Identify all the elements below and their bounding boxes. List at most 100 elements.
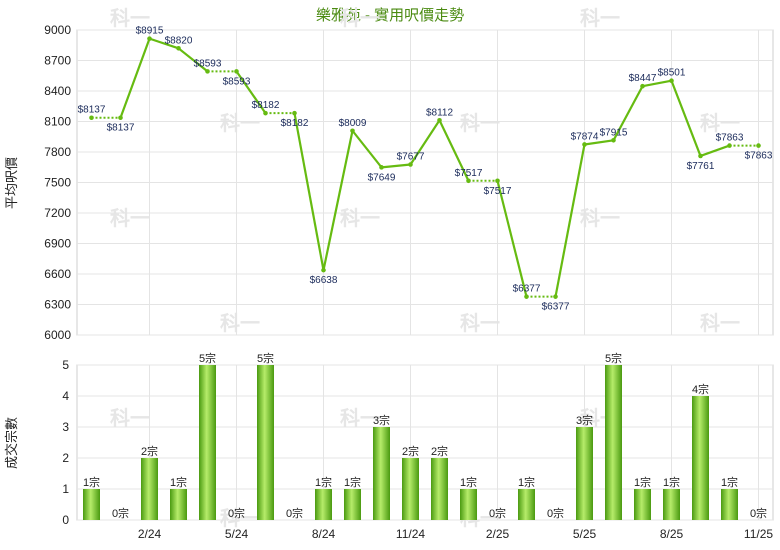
bar-value-label: 0宗 bbox=[228, 506, 245, 520]
bar-value-label: 0宗 bbox=[547, 506, 564, 520]
price-point bbox=[147, 36, 152, 41]
price-line-segment bbox=[612, 85, 644, 141]
price-line-segment bbox=[670, 80, 702, 157]
bar-value-label: 5宗 bbox=[199, 351, 216, 365]
price-point bbox=[756, 143, 761, 148]
price-value-label: $8501 bbox=[658, 68, 686, 79]
count-bar bbox=[344, 489, 361, 520]
price-line-segment bbox=[351, 130, 383, 169]
count-bar bbox=[576, 427, 593, 520]
watermark-text: 科一 bbox=[460, 311, 500, 335]
watermark-text: 科一 bbox=[460, 111, 500, 135]
price-value-label: $8182 bbox=[252, 100, 280, 111]
price-line-segment bbox=[554, 144, 586, 297]
price-value-label: $7863 bbox=[745, 151, 773, 162]
price-line-segment bbox=[700, 144, 730, 158]
watermark-text: 科一 bbox=[340, 206, 380, 230]
price-value-label: $6638 bbox=[310, 275, 338, 286]
price-line-segment bbox=[409, 119, 441, 166]
price-point bbox=[408, 162, 413, 167]
bar-value-label: 2宗 bbox=[431, 444, 448, 458]
price-value-label: $8447 bbox=[629, 73, 657, 84]
price-line-segment bbox=[381, 163, 411, 169]
line-ylabel: 平均呎價 bbox=[4, 157, 19, 209]
count-bar bbox=[83, 489, 100, 520]
bar-value-label: 1宗 bbox=[663, 475, 680, 489]
price-value-label: $8182 bbox=[281, 118, 309, 129]
price-value-label: $7761 bbox=[687, 161, 715, 172]
price-point bbox=[118, 115, 123, 121]
bar-value-label: 5宗 bbox=[605, 351, 622, 365]
price-point bbox=[437, 117, 442, 123]
bar-value-label: 1宗 bbox=[518, 475, 535, 489]
chart-title: 樂雅苑 - 實用呎價走勢 bbox=[316, 6, 464, 24]
count-bar bbox=[373, 427, 390, 520]
watermark-text: 科一 bbox=[220, 111, 260, 135]
bar-value-label: 2宗 bbox=[402, 444, 419, 458]
price-line-segment bbox=[584, 139, 614, 146]
price-value-label: $7915 bbox=[600, 127, 628, 138]
price-line-segment bbox=[322, 130, 354, 271]
x-tick-label: 11/24 bbox=[396, 527, 425, 541]
line-y-tick-label: 8100 bbox=[44, 115, 71, 129]
price-line-segment bbox=[438, 119, 470, 182]
line-y-tick-label: 6000 bbox=[44, 328, 71, 342]
line-y-tick-label: 6300 bbox=[44, 298, 71, 312]
count-bar bbox=[518, 489, 535, 520]
bar-value-label: 1宗 bbox=[83, 475, 100, 489]
count-bar bbox=[692, 396, 709, 520]
price-point bbox=[553, 294, 558, 299]
label-layer: 6000 6300 6600 6900 7200 7500 7800 8100 8400 8700… bbox=[44, 23, 773, 541]
price-value-label: $7677 bbox=[397, 152, 425, 163]
price-point bbox=[466, 178, 471, 184]
price-value-label: $6377 bbox=[542, 302, 570, 313]
bar-value-label: 1宗 bbox=[634, 475, 651, 489]
line-y-tick-label: 7800 bbox=[44, 145, 71, 159]
bar-ylabel: 成交宗數 bbox=[4, 417, 19, 469]
price-line-segment bbox=[177, 47, 209, 73]
bar-value-label: 0宗 bbox=[489, 506, 506, 520]
line-y-tick-label: 6600 bbox=[44, 267, 71, 281]
bar-value-label: 1宗 bbox=[344, 475, 361, 489]
bar-value-label: 3宗 bbox=[576, 413, 593, 427]
price-point bbox=[321, 267, 326, 273]
price-point bbox=[379, 165, 384, 170]
price-point bbox=[611, 138, 616, 143]
bar-y-tick-label: 4 bbox=[62, 389, 69, 403]
bar-y-tick-label: 1 bbox=[62, 482, 69, 496]
count-bar bbox=[431, 458, 448, 520]
price-value-label: $7517 bbox=[484, 186, 512, 197]
x-tick-label: 5/25 bbox=[573, 527, 597, 541]
count-bar bbox=[605, 365, 622, 520]
price-value-label: $7517 bbox=[455, 168, 483, 179]
count-bar bbox=[663, 489, 680, 520]
count-bar bbox=[460, 489, 477, 520]
bar-y-tick-label: 2 bbox=[62, 451, 69, 465]
bar-value-label: 0宗 bbox=[750, 506, 767, 520]
bar-value-label: 0宗 bbox=[286, 506, 303, 520]
line-layer bbox=[89, 36, 761, 299]
price-value-label: $8915 bbox=[136, 26, 164, 37]
count-bar bbox=[170, 489, 187, 520]
price-point bbox=[89, 115, 94, 121]
bar-y-tick-label: 0 bbox=[62, 513, 69, 527]
price-point bbox=[582, 142, 587, 147]
price-point bbox=[524, 294, 529, 299]
count-bar bbox=[315, 489, 332, 520]
watermark-text: 科一 bbox=[220, 506, 260, 530]
line-y-tick-label: 8400 bbox=[44, 84, 71, 98]
watermark-text: 科一 bbox=[580, 206, 620, 230]
bars-layer bbox=[83, 365, 738, 520]
watermark-text: 科一 bbox=[110, 6, 150, 30]
count-bar bbox=[721, 489, 738, 520]
line-y-tick-label: 7200 bbox=[44, 206, 71, 220]
price-point bbox=[640, 83, 645, 89]
bar-y-tick-label: 3 bbox=[62, 420, 69, 434]
x-tick-label: 5/24 bbox=[225, 527, 249, 541]
count-bar bbox=[402, 458, 419, 520]
line-y-tick-label: 8700 bbox=[44, 54, 71, 68]
watermark-text: 科一 bbox=[580, 6, 620, 30]
price-point bbox=[727, 143, 732, 148]
price-point bbox=[669, 78, 674, 84]
price-point bbox=[292, 110, 297, 116]
